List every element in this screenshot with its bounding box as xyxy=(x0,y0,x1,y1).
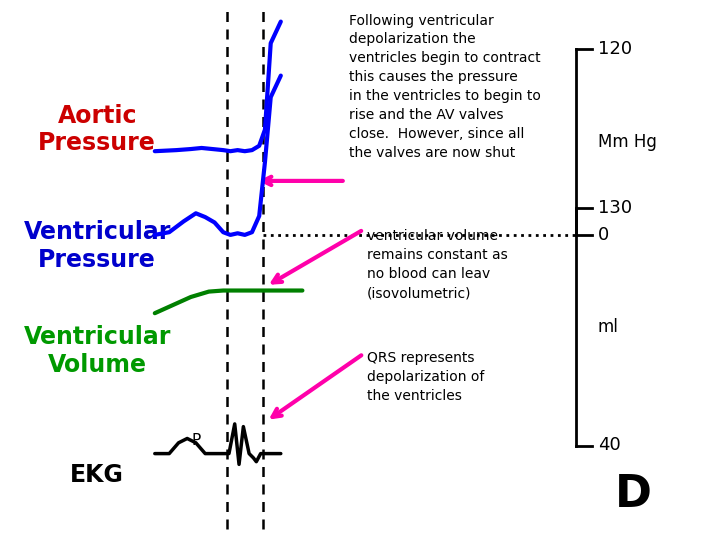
Text: Aortic
Pressure: Aortic Pressure xyxy=(38,104,156,156)
Text: Ventricular
Pressure: Ventricular Pressure xyxy=(24,220,171,272)
Text: ventricular volume
remains constant as
no blood can leav
(isovolumetric): ventricular volume remains constant as n… xyxy=(367,230,508,300)
Text: Ventricular
Volume: Ventricular Volume xyxy=(24,325,171,377)
Text: 120: 120 xyxy=(598,39,631,58)
Text: 0: 0 xyxy=(598,226,609,244)
Text: EKG: EKG xyxy=(71,463,124,487)
Text: ml: ml xyxy=(598,318,618,336)
Text: QRS represents
depolarization of
the ventricles: QRS represents depolarization of the ven… xyxy=(367,351,485,403)
Text: P: P xyxy=(192,433,200,448)
Text: Mm Hg: Mm Hg xyxy=(598,133,657,151)
Text: 130: 130 xyxy=(598,199,631,217)
Text: Following ventricular
depolarization the
ventricles begin to contract
this cause: Following ventricular depolarization the… xyxy=(349,14,541,160)
Text: D: D xyxy=(615,472,652,516)
Text: 40: 40 xyxy=(598,436,621,455)
